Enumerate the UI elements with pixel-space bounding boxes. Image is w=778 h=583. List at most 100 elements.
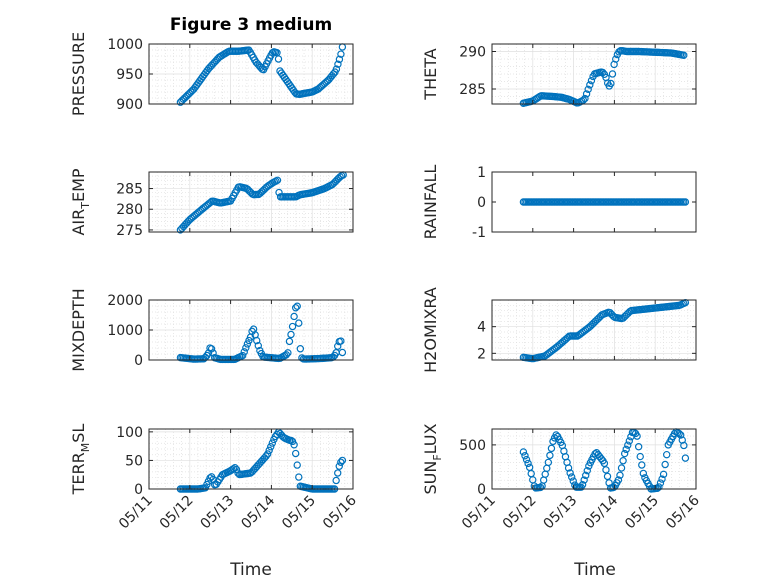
panel-theta: 285 290 THETA: [421, 43, 697, 107]
y-tick-label: 290: [459, 45, 486, 61]
data-point: [681, 454, 690, 462]
data-point: [265, 446, 273, 455]
data-point: [656, 479, 665, 487]
x-axis-label-left: Time: [229, 560, 272, 580]
data-point: [602, 466, 610, 474]
data-point: [612, 55, 620, 63]
y-tick-label: 0: [477, 195, 486, 211]
data-point: [619, 457, 627, 465]
x-tick-label: 05/15: [622, 493, 662, 533]
x-tick-label: 05/14: [581, 492, 621, 532]
y-tick-label: 950: [116, 67, 143, 83]
data-point: [661, 460, 669, 469]
data-point: [608, 70, 617, 78]
data-point: [663, 450, 671, 459]
data-point: [284, 349, 292, 357]
y-tick-label: 0: [477, 482, 486, 498]
series-sun-flux: [519, 428, 690, 493]
data-point: [337, 50, 345, 58]
data-point: [600, 459, 609, 468]
data-point: [524, 459, 532, 468]
data-point: [566, 469, 574, 477]
y-tick-label: 285: [116, 182, 143, 198]
panel-mixdepth: 0 1000 2000 MIXDEPTH: [69, 288, 354, 372]
data-point: [567, 473, 576, 481]
data-point: [334, 342, 342, 350]
data-point: [207, 345, 216, 353]
panel-pressure: 900 950 1000 PRESSURE: [69, 32, 354, 116]
x-tick-label: 05/14: [238, 492, 278, 532]
panel-sun-flux: 0 500 05/11 05/12 05/13 05/14 05/15 05/16 SUNFLU…: [421, 423, 703, 532]
y-axis-label-sun-flux: SUNFLUX: [421, 423, 444, 494]
y-axis-label-mixdepth: MIXDEPTH: [69, 288, 88, 371]
series-air-temp: [176, 171, 347, 234]
data-point: [620, 449, 629, 458]
y-tick-label: 1000: [107, 323, 143, 339]
data-point: [658, 475, 666, 483]
y-tick-label: 2: [477, 346, 486, 362]
data-point: [295, 473, 303, 481]
data-point: [546, 451, 554, 460]
y-axis-label-terr-msl: TERRMSL: [69, 424, 92, 496]
data-point: [291, 449, 300, 458]
data-point: [338, 348, 347, 357]
y-tick-label: 500: [459, 438, 486, 454]
y-tick-label: 0: [134, 353, 143, 369]
data-point: [544, 458, 553, 467]
data-point: [624, 441, 632, 449]
data-point: [295, 319, 303, 327]
data-point: [617, 464, 626, 472]
data-point: [578, 481, 587, 489]
y-tick-label: 280: [116, 202, 143, 218]
data-point: [586, 81, 594, 89]
panel-h2omixra: 2 4 H2OMIXRA: [421, 287, 697, 373]
data-point: [274, 55, 283, 63]
y-axis-label-h2omixra: H2OMIXRA: [421, 287, 440, 373]
data-point: [337, 458, 345, 466]
data-point: [268, 439, 277, 447]
data-point: [337, 337, 345, 345]
y-tick-label: 0: [134, 482, 143, 498]
x-tick-label: 05/12: [157, 493, 197, 533]
y-tick-label: 1000: [107, 37, 143, 53]
axes-box: [148, 171, 354, 233]
y-tick-label: -1: [472, 225, 486, 241]
data-point: [332, 65, 341, 73]
data-point: [653, 484, 662, 492]
data-point: [293, 461, 301, 469]
data-point: [332, 476, 340, 485]
grid-terr-msl: [148, 429, 354, 490]
data-point: [603, 472, 612, 481]
y-tick-label: 50: [125, 453, 143, 469]
data-point: [587, 76, 596, 85]
y-tick-label: 1: [477, 165, 486, 181]
data-point: [625, 437, 634, 445]
data-point: [634, 443, 643, 451]
data-point: [639, 469, 648, 478]
y-axis-label-pressure: PRESSURE: [69, 32, 88, 116]
data-point: [614, 476, 623, 484]
data-point: [584, 85, 592, 94]
x-tick-label: 05/16: [663, 492, 703, 532]
x-tick-label: 05/11: [116, 493, 156, 533]
data-point: [680, 441, 688, 450]
figure-title: Figure 3 medium: [170, 15, 332, 35]
y-tick-label: 100: [116, 425, 143, 441]
data-point: [677, 431, 685, 439]
series-mixdepth: [176, 302, 347, 364]
x-tick-label: 05/12: [500, 493, 540, 533]
series-rainfall: [519, 198, 690, 206]
data-point: [579, 96, 588, 104]
data-point: [616, 471, 624, 479]
data-point: [273, 176, 282, 185]
y-tick-label: 275: [116, 223, 143, 239]
axes-box: [491, 299, 697, 361]
data-point: [296, 345, 305, 353]
data-point: [293, 302, 301, 310]
grid-pressure: [148, 43, 354, 105]
data-point: [655, 483, 663, 491]
data-point: [519, 448, 528, 456]
x-tick-label: 05/11: [459, 493, 499, 533]
data-point: [288, 322, 297, 331]
